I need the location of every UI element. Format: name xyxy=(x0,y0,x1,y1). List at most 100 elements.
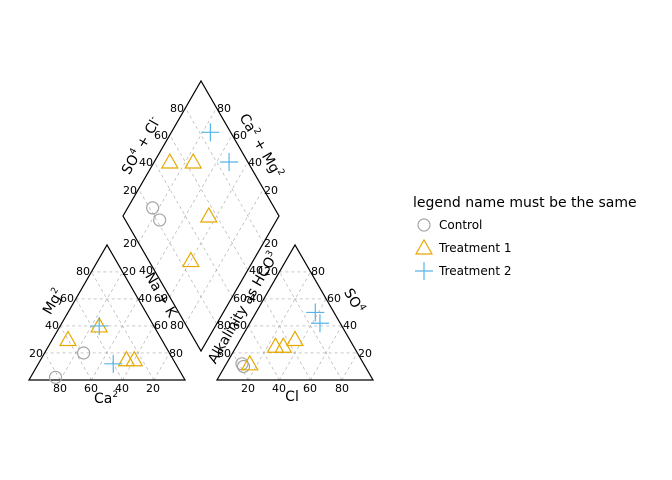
cation-triangle-grid-l xyxy=(44,352,61,381)
diamond-grid-a xyxy=(169,161,249,298)
treatment-2-diamond-point xyxy=(201,123,220,142)
diamond-lower-left-tick: 20 xyxy=(123,237,137,250)
diamond-so4cl-tick: 80 xyxy=(170,102,184,115)
diamond-so4cl-tick: 60 xyxy=(154,129,168,142)
anion-triangle-grid-l xyxy=(279,271,343,381)
treatment-2-anion-point xyxy=(310,314,329,333)
anion-triangle-grid-l xyxy=(263,298,311,381)
cation-nak-tick: 20 xyxy=(122,265,136,278)
anion-triangle-grid-l xyxy=(247,325,280,381)
anion-so4-tick: 20 xyxy=(358,347,372,360)
legend-key-triangle xyxy=(414,238,434,255)
diamond-lower-right-tick: 40 xyxy=(249,264,263,277)
cation-triangle-grid-r xyxy=(153,352,170,381)
cation-triangle-grid-l xyxy=(75,298,123,381)
control-diamond-point xyxy=(146,201,160,215)
diamond-so4cl-tick: 40 xyxy=(139,156,153,169)
treatment-1-diamond-point xyxy=(181,251,200,268)
diamond-lower-left-tick: 80 xyxy=(170,319,184,332)
diamond-outline xyxy=(122,79,280,353)
treatment-1-diamond-point xyxy=(160,152,179,169)
cation-triangle-outline xyxy=(27,243,187,381)
treatment-2-diamond-point xyxy=(220,153,239,171)
cation-nak-tick: 40 xyxy=(138,292,152,305)
cation-ca-tick: 40 xyxy=(115,382,129,395)
diamond-lower-right-tick: 80 xyxy=(217,319,231,332)
anion-so4-tick: 60 xyxy=(327,292,341,305)
cation-mg-tick: 20 xyxy=(29,347,43,360)
treatment-1-anion-point xyxy=(266,337,285,353)
control-anion-point xyxy=(236,359,251,374)
cation-triangle-grid-l xyxy=(91,271,155,381)
diamond-grid-b xyxy=(138,188,217,325)
anion-so4-tick: 40 xyxy=(343,319,357,332)
cation-ca-tick: 20 xyxy=(146,382,160,395)
anion-cl-tick: 60 xyxy=(303,382,317,395)
treatment-1-cation-point xyxy=(125,350,144,367)
control-cation-point xyxy=(48,370,63,384)
frame-edges xyxy=(27,79,375,381)
legend: legend name must be the same Control Treat… xyxy=(413,195,637,280)
cation-ca-tick: 60 xyxy=(84,382,98,395)
cation-mg-tick: 80 xyxy=(76,265,90,278)
diamond-lower-right-tick: 20 xyxy=(264,237,278,250)
anion-cl-tick: 80 xyxy=(335,382,349,395)
cation-ca-tick: 80 xyxy=(53,382,67,395)
treatment-1-diamond-point xyxy=(184,152,203,169)
data-points xyxy=(48,123,329,384)
diamond-so4cl-tick: 20 xyxy=(123,184,137,197)
anion-diag-axis-label: Alkalinity as HCO3 xyxy=(204,249,282,367)
cation-triangle-grid-r xyxy=(91,298,139,381)
legend-key-cross xyxy=(415,262,433,280)
cation-mg-tick: 60 xyxy=(60,292,74,305)
anion-triangle-grid-r xyxy=(341,352,358,381)
diamond-grid-b xyxy=(185,107,264,244)
cation-nak-tick: 60 xyxy=(154,319,168,332)
control-diamond-point xyxy=(153,213,167,227)
legend-label: Treatment 2 xyxy=(438,264,512,278)
treatment-1-anion-point xyxy=(285,330,305,347)
treatment-1-cation-point xyxy=(58,330,78,347)
anion-cl-tick: 40 xyxy=(272,382,286,395)
legend-label: Treatment 1 xyxy=(438,241,512,255)
legend-key-circle xyxy=(417,218,431,232)
diamond-grid-b xyxy=(153,161,233,298)
treatment-2-anion-point xyxy=(306,303,325,322)
diamond-grid-a xyxy=(185,188,264,325)
diamond-lower-left-tick: 60 xyxy=(154,292,168,305)
diamond-grid-a xyxy=(138,107,217,244)
diamond-lower-right-tick: 60 xyxy=(233,292,247,305)
anion-hco3-tick: 80 xyxy=(217,347,231,360)
treatment-1-anion-point xyxy=(240,354,259,371)
anion-hco3-tick: 40 xyxy=(249,292,263,305)
diamond-camg-tick: 80 xyxy=(217,102,231,115)
treatment-1-anion-point xyxy=(274,337,293,353)
cation-mg-tick: 40 xyxy=(45,319,59,332)
diamond-camg-tick: 60 xyxy=(233,129,247,142)
anion-y-axis-label: SO4 xyxy=(340,285,368,316)
treatment-1-diamond-point xyxy=(199,206,218,223)
control-cation-point xyxy=(76,346,91,360)
diamond-grid-b xyxy=(169,134,249,271)
treatment-2-cation-point xyxy=(104,354,123,373)
treatment-2-cation-point xyxy=(90,316,109,335)
grid-lines xyxy=(44,107,358,381)
legend-label: Control xyxy=(439,218,482,232)
legend-title: legend name must be the same xyxy=(413,195,637,211)
cation-nak-tick: 80 xyxy=(169,347,183,360)
anion-x-axis-label: Cl xyxy=(285,389,299,405)
diamond-lower-left-tick: 40 xyxy=(139,264,153,277)
diamond-camg-tick: 40 xyxy=(248,156,262,169)
anion-hco3-tick: 60 xyxy=(233,319,247,332)
diamond-camg-tick: 20 xyxy=(264,184,278,197)
anion-triangle-grid-l xyxy=(232,352,249,381)
anion-so4-tick: 80 xyxy=(311,265,325,278)
anion-cl-tick: 20 xyxy=(241,382,255,395)
cation-x-axis-label: Ca2 xyxy=(94,390,118,407)
diamond-grid-a xyxy=(153,134,233,271)
cation-triangle-grid-l xyxy=(59,325,92,381)
anion-triangle-grid-r xyxy=(279,298,327,381)
